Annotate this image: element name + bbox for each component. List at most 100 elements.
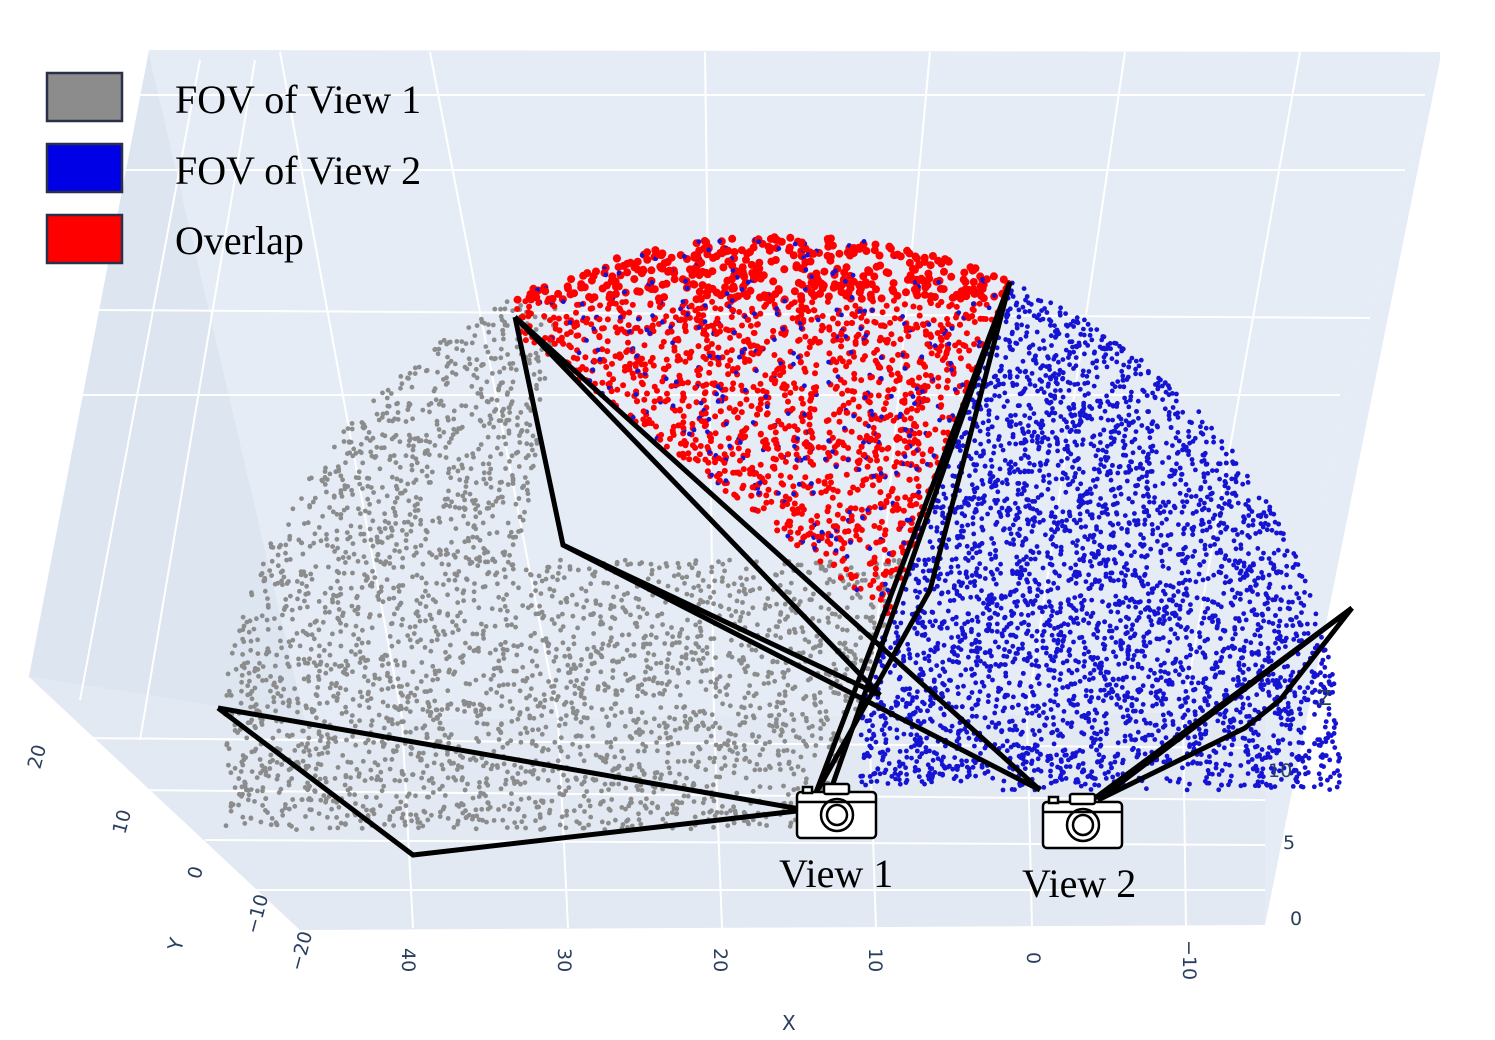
- view1-point: [454, 346, 460, 352]
- view1-point: [371, 811, 377, 817]
- view1-point: [400, 564, 405, 570]
- overlap-point: [890, 386, 897, 393]
- view1-point: [477, 510, 483, 516]
- overlap-point: [872, 285, 880, 294]
- view1-point: [368, 537, 374, 543]
- view1-point: [360, 460, 366, 466]
- view2-point: [832, 268, 838, 274]
- view1-point: [394, 401, 399, 407]
- view1-point: [376, 526, 382, 531]
- view1-point: [478, 708, 484, 713]
- view1-point: [549, 696, 555, 702]
- view2-point: [947, 418, 952, 423]
- overlap-point: [697, 443, 704, 449]
- view1-point: [412, 371, 418, 376]
- view1-point: [745, 663, 750, 669]
- view1-point: [451, 408, 457, 414]
- view1-point: [575, 625, 580, 631]
- view1-point: [280, 700, 286, 706]
- view1-point: [389, 533, 394, 539]
- overlap-point: [862, 280, 871, 289]
- view1-point: [488, 355, 494, 361]
- view1-point: [411, 631, 417, 636]
- view1-point: [498, 346, 504, 352]
- view1-point: [757, 784, 763, 789]
- overlap-point: [834, 488, 841, 495]
- view1-point: [560, 611, 565, 617]
- view1-point: [614, 659, 620, 665]
- overlap-point: [806, 421, 813, 428]
- view1-point: [232, 765, 238, 771]
- view2-point: [802, 412, 808, 417]
- view1-point: [703, 767, 709, 773]
- view1-point: [534, 663, 540, 669]
- view1-point: [481, 636, 486, 641]
- view1-point: [397, 464, 403, 470]
- view1-point: [707, 595, 713, 600]
- view1-point: [393, 460, 399, 465]
- view1-point: [574, 602, 580, 607]
- view1-point: [305, 604, 310, 610]
- view2-point: [763, 394, 769, 400]
- view1-point: [502, 421, 508, 426]
- view1-point: [348, 775, 353, 780]
- view1-point: [558, 600, 564, 605]
- view1-point: [339, 494, 345, 499]
- view1-point: [451, 760, 456, 766]
- view1-point: [785, 792, 791, 797]
- overlap-point: [809, 524, 815, 531]
- view1-point: [365, 737, 371, 743]
- overlap-point: [558, 334, 565, 341]
- overlap-point: [783, 383, 790, 390]
- view1-point: [423, 604, 429, 609]
- view1-point: [473, 514, 479, 520]
- view1-point: [496, 434, 501, 440]
- view1-point: [340, 613, 345, 619]
- view1-point: [581, 604, 587, 610]
- view1-point: [334, 528, 340, 534]
- overlap-point: [900, 507, 907, 514]
- view1-point: [398, 799, 404, 805]
- view1-point: [498, 607, 503, 613]
- view1-point: [650, 678, 656, 684]
- overlap-point: [849, 388, 856, 395]
- view1-point: [843, 698, 849, 703]
- view1-point: [855, 592, 860, 597]
- view1-point: [467, 491, 473, 497]
- view1-point: [436, 346, 442, 352]
- view1-point: [507, 552, 512, 558]
- view2-point: [727, 443, 733, 449]
- view1-point: [240, 627, 246, 633]
- view1-point: [817, 649, 823, 655]
- view1-point: [393, 521, 399, 526]
- view2-point: [780, 326, 786, 332]
- overlap-point: [695, 343, 702, 350]
- overlap-point: [731, 491, 738, 498]
- view1-point: [392, 704, 397, 710]
- view1-point: [552, 621, 557, 626]
- view1-point: [324, 536, 329, 542]
- view1-point: [702, 796, 707, 802]
- view1-point: [420, 561, 426, 567]
- view1-point: [288, 593, 293, 599]
- overlap-point: [852, 313, 858, 320]
- view1-point: [667, 770, 673, 776]
- view1-point: [750, 605, 756, 611]
- view1-point: [566, 646, 571, 652]
- view1-point: [587, 803, 593, 809]
- view1-point: [328, 585, 334, 591]
- view1-point: [456, 627, 461, 633]
- overlap-point: [888, 285, 897, 294]
- view1-point: [353, 801, 358, 806]
- view1-point: [463, 815, 469, 821]
- view1-point: [633, 730, 639, 735]
- view1-point: [602, 781, 608, 787]
- view1-point: [702, 710, 708, 716]
- view1-point: [663, 730, 669, 736]
- view1-point: [649, 571, 655, 577]
- view1-point: [347, 534, 353, 540]
- view1-point: [463, 484, 469, 489]
- view1-point: [690, 657, 696, 662]
- view1-point: [437, 453, 443, 458]
- view1-point: [408, 751, 414, 757]
